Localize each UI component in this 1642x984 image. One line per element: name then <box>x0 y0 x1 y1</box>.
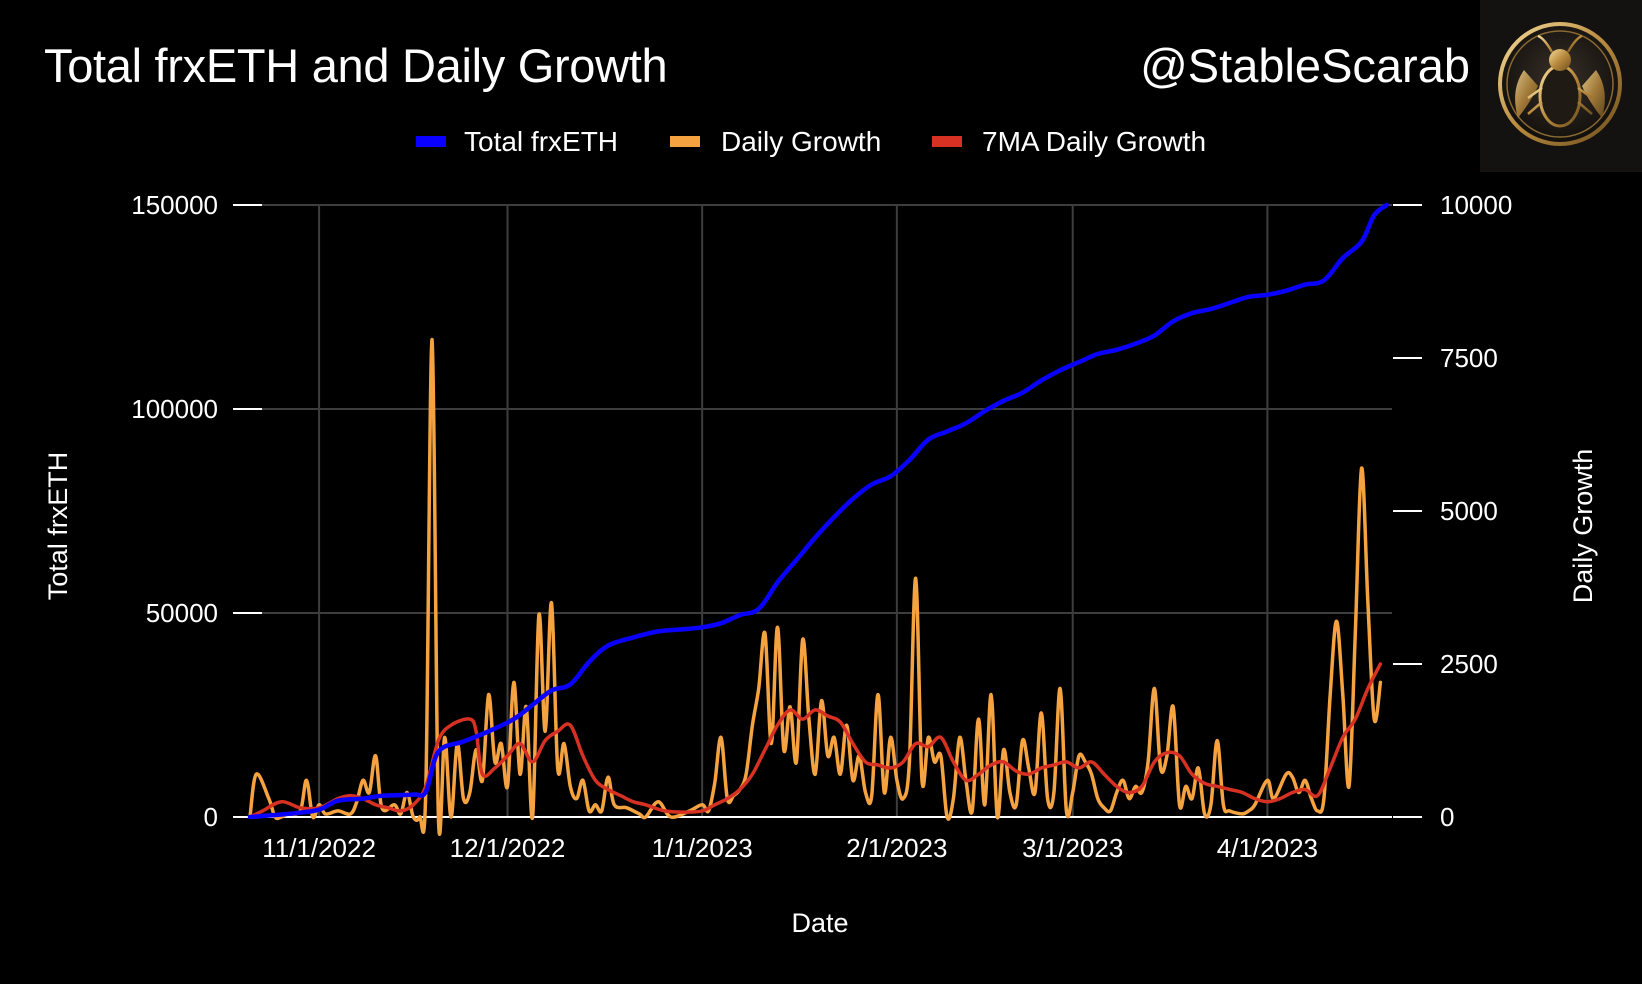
x-tick-label: 1/1/2023 <box>652 833 753 863</box>
x-axis-title: Date <box>791 908 848 938</box>
x-tick-label: 11/1/2022 <box>262 833 376 863</box>
legend-item-daily: Daily Growth <box>670 126 881 157</box>
y-tick-label-left: 0 <box>204 802 218 832</box>
y-tick-label-left: 50000 <box>146 598 218 628</box>
y-axis-left-title: Total frxETH <box>43 452 73 601</box>
x-tick-label: 3/1/2023 <box>1022 833 1123 863</box>
y-axis-right-title: Daily Growth <box>1568 449 1598 604</box>
gridlines <box>233 204 1392 817</box>
y-tick-label-right: 2500 <box>1440 649 1498 679</box>
x-tick-label: 4/1/2023 <box>1217 833 1318 863</box>
legend-label-ma7: 7MA Daily Growth <box>982 126 1206 157</box>
legend-swatch-total <box>416 136 446 147</box>
y-tick-label-right: 5000 <box>1440 496 1498 526</box>
y-tick-label-left: 150000 <box>131 190 218 220</box>
series-line-daily-growth <box>248 337 1383 836</box>
legend-item-ma7: 7MA Daily Growth <box>932 126 1206 157</box>
y-tick-label-right: 10000 <box>1440 190 1512 220</box>
x-tick-label: 2/1/2023 <box>846 833 947 863</box>
y-tick-label-right: 7500 <box>1440 343 1498 373</box>
series-line-7ma-daily-growth <box>248 662 1383 819</box>
series-line-total-frxeth <box>247 202 1389 820</box>
legend-swatch-daily <box>670 136 700 147</box>
legend: Total frxETH Daily Growth 7MA Daily Grow… <box>416 126 1206 157</box>
series-layer <box>247 202 1389 836</box>
author-handle: @StableScarab <box>1140 39 1470 92</box>
legend-label-daily: Daily Growth <box>721 126 881 157</box>
legend-item-total: Total frxETH <box>416 126 618 157</box>
y-axis-right-ticks: 0 2500 5000 7500 10000 <box>1393 190 1512 832</box>
legend-swatch-ma7 <box>932 136 962 147</box>
y-tick-label-right: 0 <box>1440 802 1454 832</box>
legend-label-total: Total frxETH <box>464 126 618 157</box>
chart-title: Total frxETH and Daily Growth <box>44 39 668 92</box>
x-axis-ticks: 11/1/2022 12/1/2022 1/1/2023 2/1/2023 3/1/20… <box>262 833 1318 863</box>
scarab-beetle-icon <box>1480 0 1642 172</box>
x-tick-label: 12/1/2022 <box>450 833 566 863</box>
y-tick-label-left: 100000 <box>131 394 218 424</box>
y-axis-left-ticks: 0 50000 100000 150000 <box>131 190 262 832</box>
